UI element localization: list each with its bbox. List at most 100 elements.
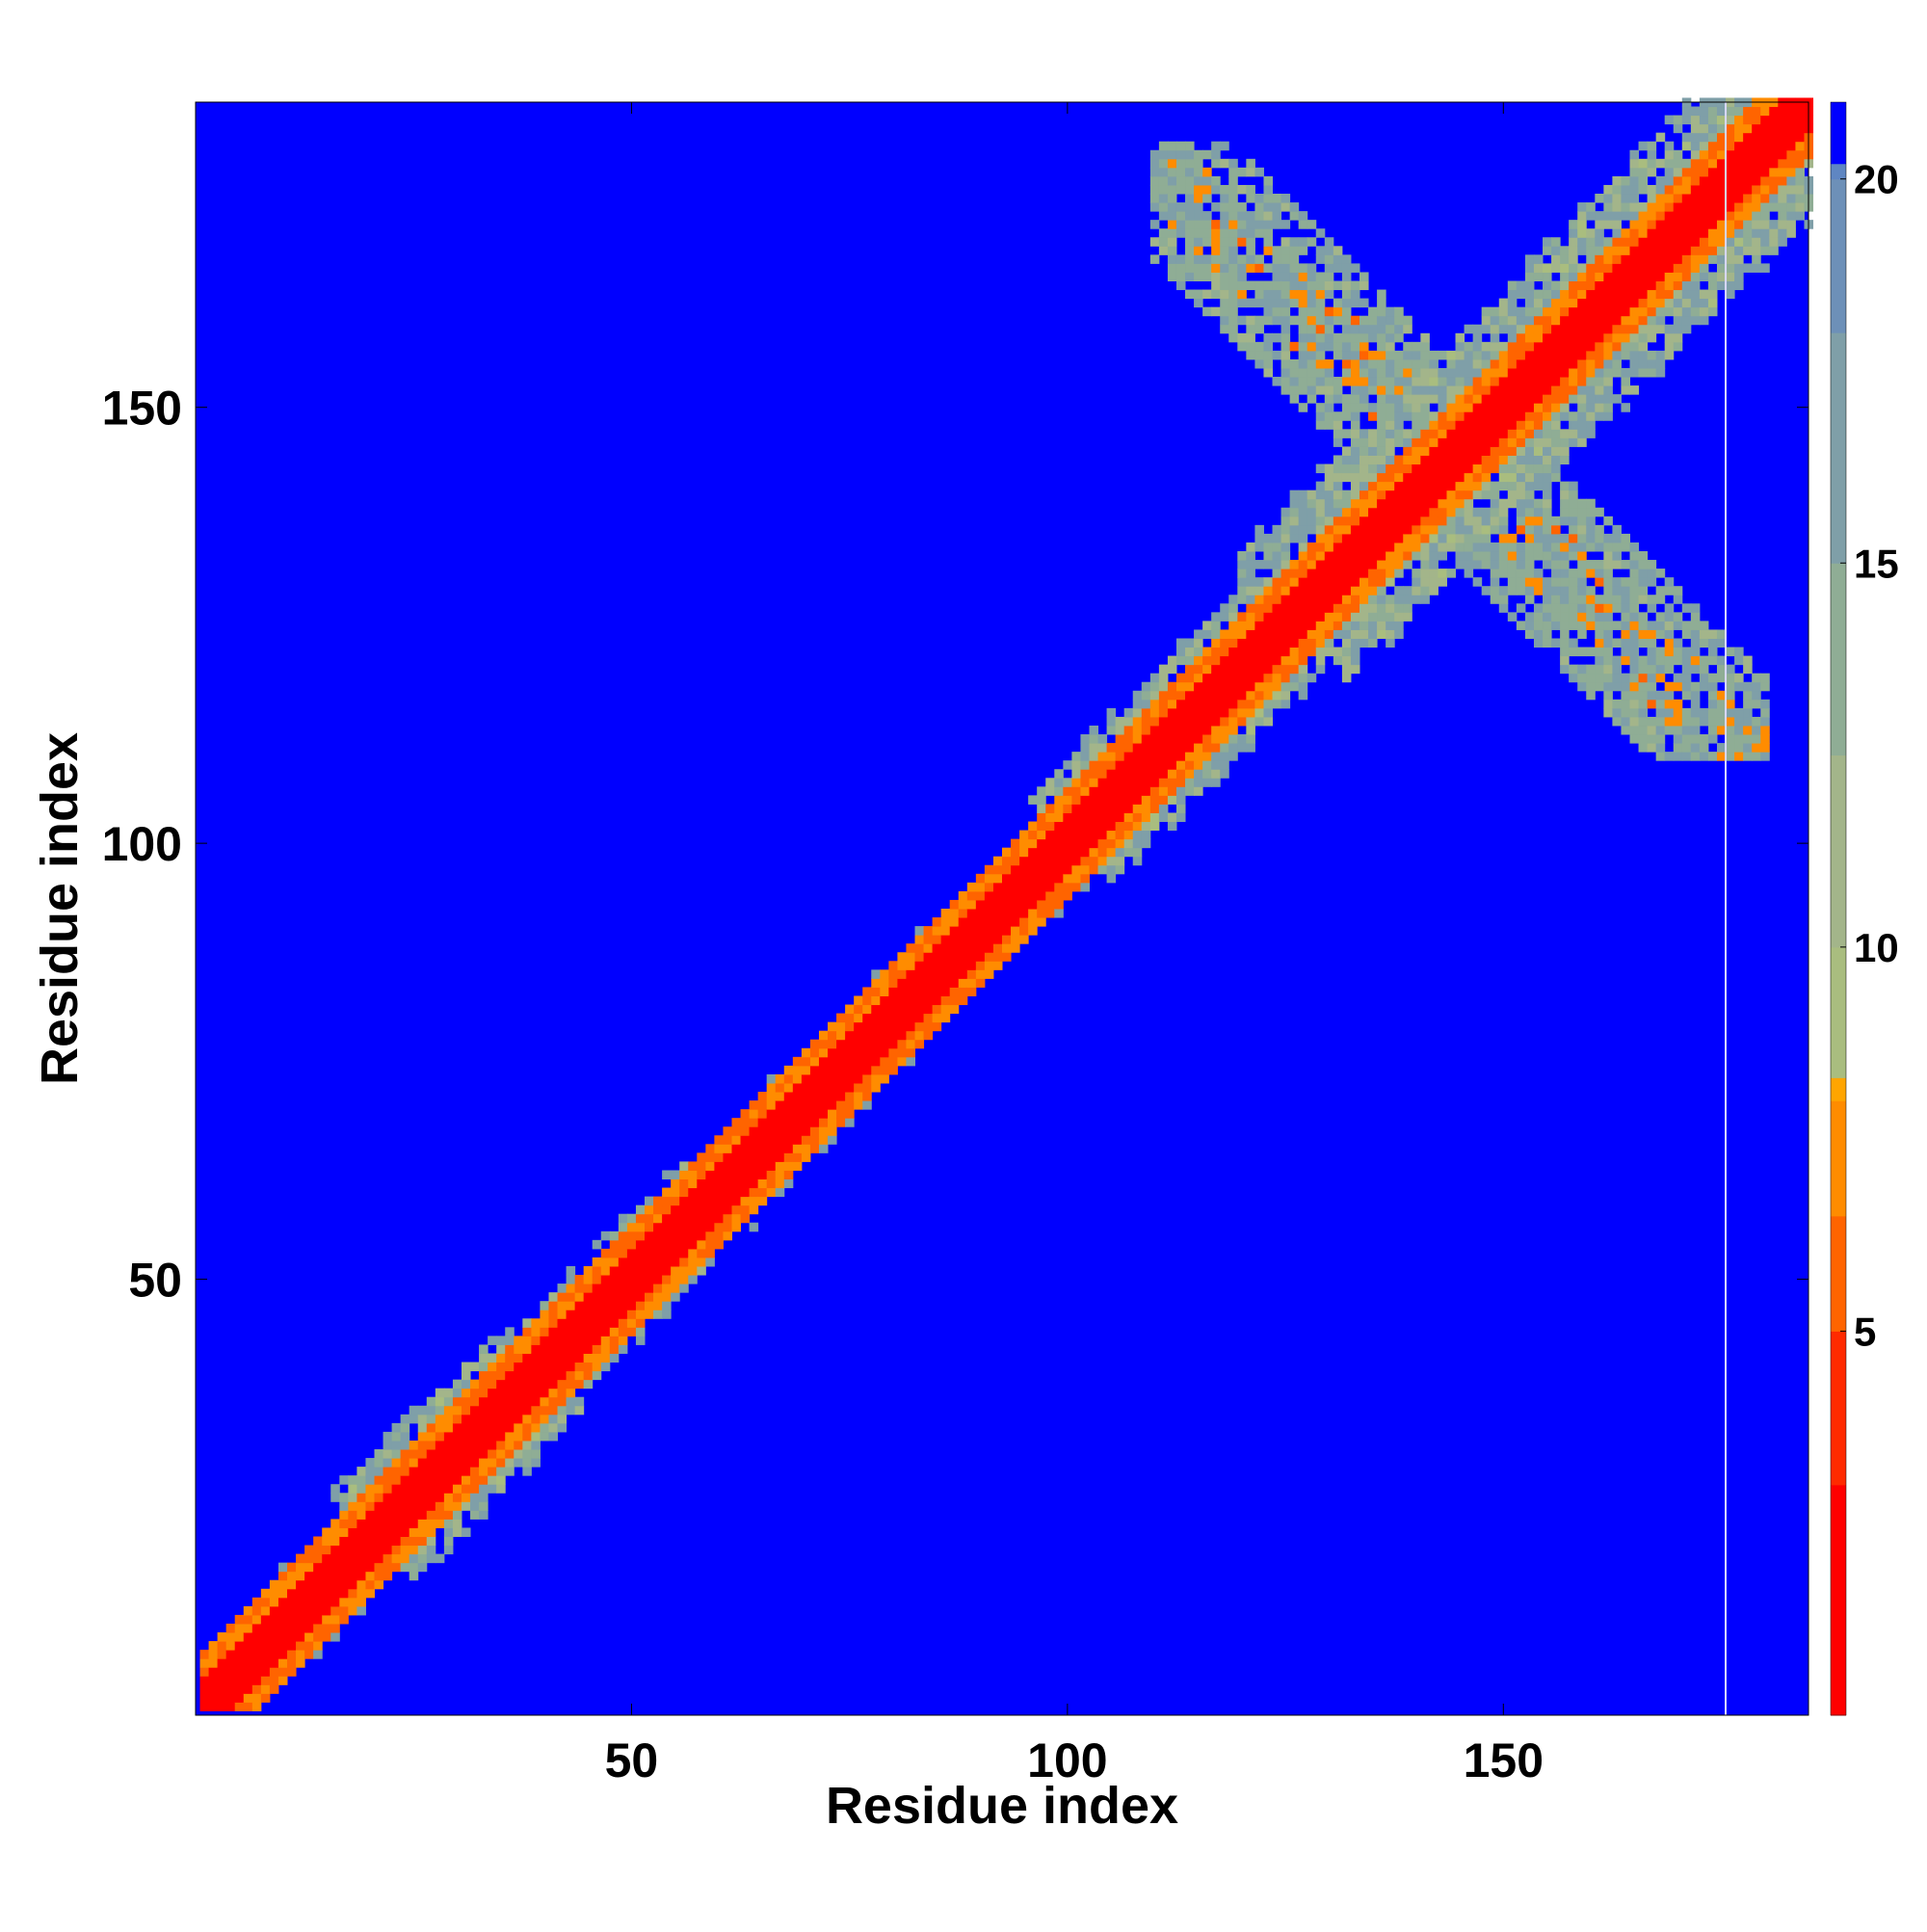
heatmap-cell — [1359, 569, 1369, 578]
heatmap-cell — [1298, 498, 1308, 509]
heatmap-cell — [583, 1310, 594, 1319]
x-axis-label: Residue index — [826, 1777, 1178, 1835]
heatmap-cell — [1298, 603, 1308, 613]
heatmap-cell — [1595, 246, 1604, 255]
heatmap-cell — [1586, 211, 1596, 221]
heatmap-cell — [1621, 377, 1630, 386]
heatmap-cell — [1621, 272, 1630, 281]
heatmap-cell — [426, 1536, 436, 1547]
heatmap-cell — [845, 1100, 855, 1110]
heatmap-cell — [783, 1152, 794, 1162]
heatmap-cell — [1359, 612, 1369, 622]
heatmap-cell — [1707, 115, 1718, 125]
heatmap-cell — [1202, 752, 1212, 761]
heatmap-cell — [1577, 551, 1587, 561]
heatmap-cell — [1289, 621, 1300, 630]
heatmap-cell — [818, 1082, 829, 1093]
heatmap-cell — [1603, 707, 1613, 718]
heatmap-cell — [1202, 778, 1212, 787]
heatmap-cell — [1097, 778, 1108, 787]
heatmap-cell — [243, 1693, 253, 1703]
heatmap-cell — [1707, 647, 1718, 657]
heatmap-cell — [1516, 437, 1526, 447]
heatmap-cell — [1699, 132, 1709, 143]
heatmap-cell — [374, 1449, 384, 1459]
heatmap-cell — [540, 1431, 549, 1442]
heatmap-cell — [1237, 638, 1247, 648]
heatmap-cell — [1612, 699, 1622, 709]
heatmap-cell — [1621, 194, 1630, 203]
heatmap-cell — [1786, 194, 1796, 203]
heatmap-cell — [1149, 760, 1160, 770]
heatmap-cell — [1543, 394, 1552, 404]
heatmap-cell — [1324, 420, 1334, 430]
heatmap-cell — [322, 1536, 331, 1547]
heatmap-cell — [566, 1301, 576, 1310]
heatmap-cell — [1726, 725, 1735, 735]
heatmap-cell — [1778, 211, 1787, 221]
heatmap-cell — [496, 1458, 506, 1468]
heatmap-cell — [731, 1213, 742, 1224]
heatmap-cell — [1175, 184, 1186, 195]
heatmap-cell — [836, 1030, 846, 1041]
heatmap-cell — [452, 1449, 462, 1459]
heatmap-cell — [488, 1353, 497, 1363]
heatmap-cell — [1289, 595, 1300, 604]
heatmap-cell — [313, 1605, 323, 1616]
heatmap-cell — [1324, 490, 1334, 500]
heatmap-cell — [854, 1056, 863, 1067]
heatmap-cell — [592, 1292, 602, 1302]
heatmap-cell — [1054, 899, 1064, 910]
heatmap-cell — [1220, 272, 1229, 281]
heatmap-cell — [1621, 603, 1630, 613]
heatmap-cell — [1341, 551, 1352, 561]
heatmap-cell — [609, 1327, 620, 1337]
colorbar-segment — [1831, 163, 1846, 180]
heatmap-cell — [1629, 149, 1640, 160]
heatmap-cell — [199, 1693, 210, 1703]
heatmap-cell — [531, 1414, 541, 1424]
heatmap-cell — [531, 1396, 541, 1407]
heatmap-cell — [1263, 306, 1274, 317]
heatmap-cell — [662, 1239, 672, 1250]
heatmap-cell — [409, 1414, 419, 1424]
heatmap-cell — [566, 1275, 576, 1284]
heatmap-cell — [1490, 411, 1500, 421]
heatmap-cell — [1726, 167, 1735, 177]
heatmap-cell — [1681, 298, 1692, 308]
heatmap-cell — [1726, 132, 1735, 143]
heatmap-cell — [1429, 358, 1439, 369]
heatmap-cell — [1149, 681, 1160, 692]
heatmap-cell — [470, 1379, 480, 1389]
heatmap-cell — [1420, 577, 1430, 587]
heatmap-cell — [461, 1388, 471, 1398]
heatmap-cell — [269, 1676, 279, 1685]
heatmap-cell — [1507, 385, 1518, 395]
heatmap-cell — [1655, 647, 1666, 657]
heatmap-cell — [1394, 394, 1404, 404]
heatmap-cell — [1280, 358, 1291, 369]
heatmap-cell — [1507, 280, 1518, 291]
heatmap-cell — [1655, 664, 1666, 675]
heatmap-cell — [1716, 690, 1727, 701]
heatmap-cell — [1560, 385, 1570, 395]
heatmap-cell — [1481, 377, 1491, 386]
heatmap-cell — [1324, 367, 1334, 378]
heatmap-cell — [1254, 621, 1264, 630]
heatmap-cell — [1577, 289, 1587, 300]
heatmap-cell — [1028, 873, 1038, 884]
heatmap-cell — [1368, 560, 1378, 569]
heatmap-cell — [1341, 272, 1352, 281]
heatmap-cell — [1429, 490, 1439, 500]
heatmap-cell — [992, 873, 1003, 884]
heatmap-cell — [409, 1493, 419, 1502]
heatmap-cell — [1769, 246, 1779, 255]
heatmap-cell — [1446, 542, 1457, 552]
heatmap-cell — [1498, 394, 1509, 404]
heatmap-cell — [1647, 246, 1657, 255]
heatmap-cell — [1464, 507, 1474, 517]
heatmap-cell — [1455, 463, 1465, 474]
heatmap-cell — [1612, 175, 1622, 186]
heatmap-cell — [932, 961, 942, 970]
heatmap-cell — [1629, 629, 1640, 639]
